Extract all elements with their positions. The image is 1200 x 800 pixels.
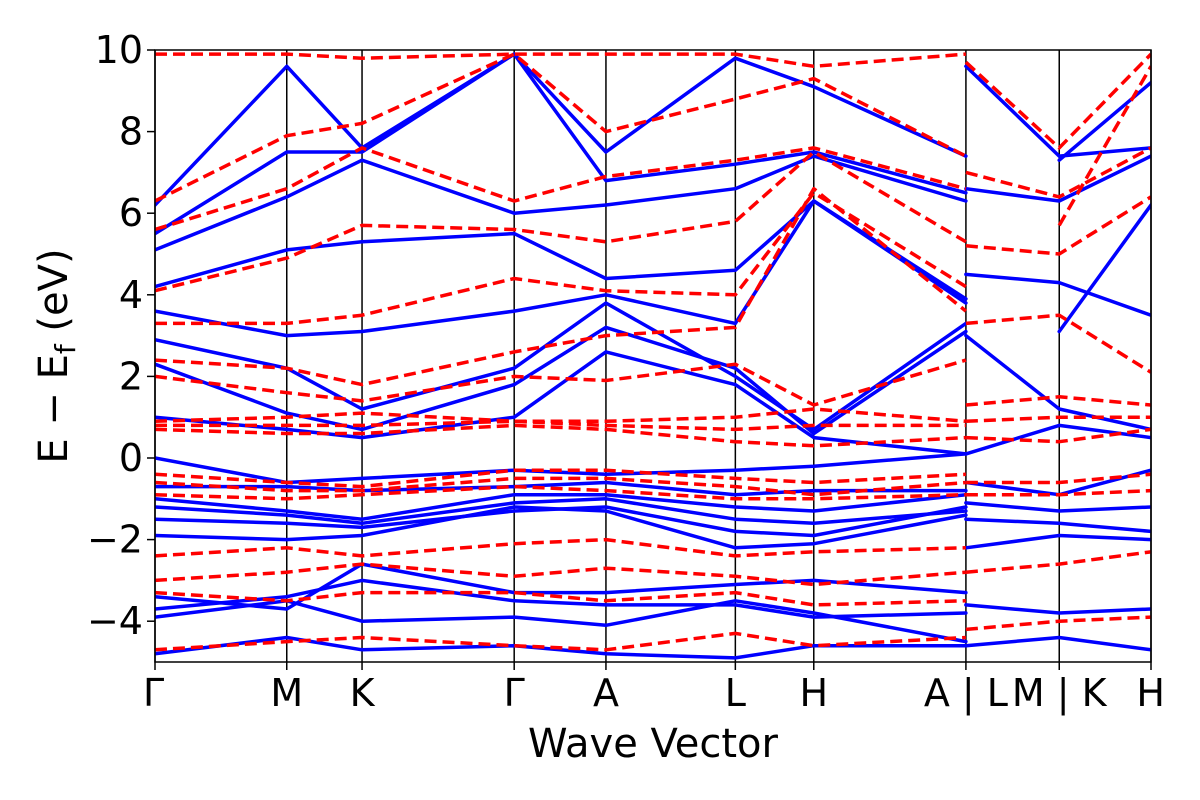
band-line-solid-5 — [155, 505, 968, 538]
band-line-dashed-12 — [155, 191, 967, 326]
band-line-dashed-22 — [965, 415, 1151, 424]
x-tick-label: L — [725, 671, 746, 715]
band-line-dashed-28 — [1057, 65, 1151, 227]
band-line-dashed-16 — [155, 52, 967, 69]
y-tick-label: −2 — [87, 518, 143, 562]
band-line-solid-19 — [964, 603, 1151, 615]
band-line-solid-27 — [964, 154, 1151, 203]
band-line-solid-15 — [155, 154, 968, 252]
y-tick-label: 0 — [119, 436, 143, 480]
plot-frame — [154, 49, 1152, 663]
band-line-dashed-2 — [155, 562, 967, 587]
band-line-dashed-21 — [965, 427, 1151, 444]
band-line-dashed-19 — [965, 488, 1151, 497]
band-line-solid-21 — [964, 517, 1151, 534]
y-tick-label: 10 — [95, 28, 143, 72]
band-line-dashed-9 — [155, 407, 967, 424]
band-line-dashed-25 — [965, 195, 1151, 256]
x-tick-label: A | L — [924, 671, 1008, 716]
band-line-dashed-20 — [965, 472, 1151, 485]
x-tick-label: M — [270, 671, 303, 715]
band-line-solid-16 — [155, 52, 968, 236]
band-line-solid-18 — [964, 635, 1151, 652]
band-line-dashed-17 — [965, 615, 1151, 632]
band-line-solid-3 — [155, 562, 968, 611]
band-line-dashed-24 — [965, 313, 1151, 374]
band-line-solid-2 — [155, 578, 968, 619]
y-tick-label: −4 — [87, 599, 143, 643]
band-line-solid-28 — [964, 64, 1151, 158]
y-tick-label: 8 — [119, 110, 143, 154]
y-tick-label: 2 — [119, 354, 143, 398]
band-line-solid-13 — [155, 199, 968, 338]
band-line-dashed-6 — [155, 468, 966, 489]
band-line-dashed-1 — [155, 590, 966, 607]
band-line-solid-7 — [155, 492, 968, 521]
x-tick-label: H — [1136, 671, 1165, 715]
x-tick-label: H — [799, 671, 828, 715]
band-line-solid-12 — [155, 301, 968, 432]
band-line-solid-22 — [964, 501, 1151, 513]
band-line-dashed-3 — [155, 537, 966, 558]
band-line-solid-26 — [964, 272, 1151, 317]
band-line-solid-25 — [964, 333, 1151, 432]
y-axis: −4 −2 0 2 4 6 8 10 — [87, 28, 155, 643]
band-line-dashed-26 — [965, 146, 1151, 199]
band-line-dashed-5 — [155, 476, 967, 497]
band-line-solid-20 — [964, 533, 1151, 550]
band-line-dashed-7 — [155, 423, 966, 448]
band-line-dashed-15 — [155, 52, 967, 203]
y-tick-label: 4 — [119, 273, 143, 317]
x-tick-label: M | K — [1012, 671, 1108, 716]
band-line-dashed-0 — [155, 631, 966, 652]
x-tick-label: K — [350, 671, 376, 715]
band-line-dashed-4 — [155, 484, 966, 501]
band-line-solid-10 — [155, 350, 968, 456]
y-axis-title: E − Ef (eV) — [31, 248, 82, 463]
band-line-solid-8 — [155, 480, 968, 497]
x-tick-label: Γ — [143, 671, 164, 715]
band-line-solid-6 — [155, 497, 968, 526]
bands-layer — [155, 52, 1151, 660]
y-axis-title-subscript: f — [49, 343, 82, 354]
y-tick-label: 6 — [119, 191, 143, 235]
band-line-dashed-13 — [155, 150, 967, 293]
band-line-dashed-27 — [964, 52, 1151, 150]
y-axis-title-main: E − E — [31, 354, 77, 464]
band-line-dashed-18 — [965, 550, 1151, 574]
x-tick-label: Γ — [504, 671, 525, 715]
band-line-dashed-8 — [155, 419, 966, 432]
x-axis-title: Wave Vector — [528, 721, 779, 767]
band-line-solid-29 — [1057, 203, 1151, 334]
band-line-dashed-14 — [155, 146, 967, 232]
band-line-dashed-10 — [155, 358, 967, 407]
y-axis-title-unit: (eV) — [31, 248, 77, 344]
x-tick-label: A — [593, 671, 619, 715]
band-line-solid-1 — [155, 599, 968, 644]
band-line-dashed-23 — [965, 395, 1151, 407]
